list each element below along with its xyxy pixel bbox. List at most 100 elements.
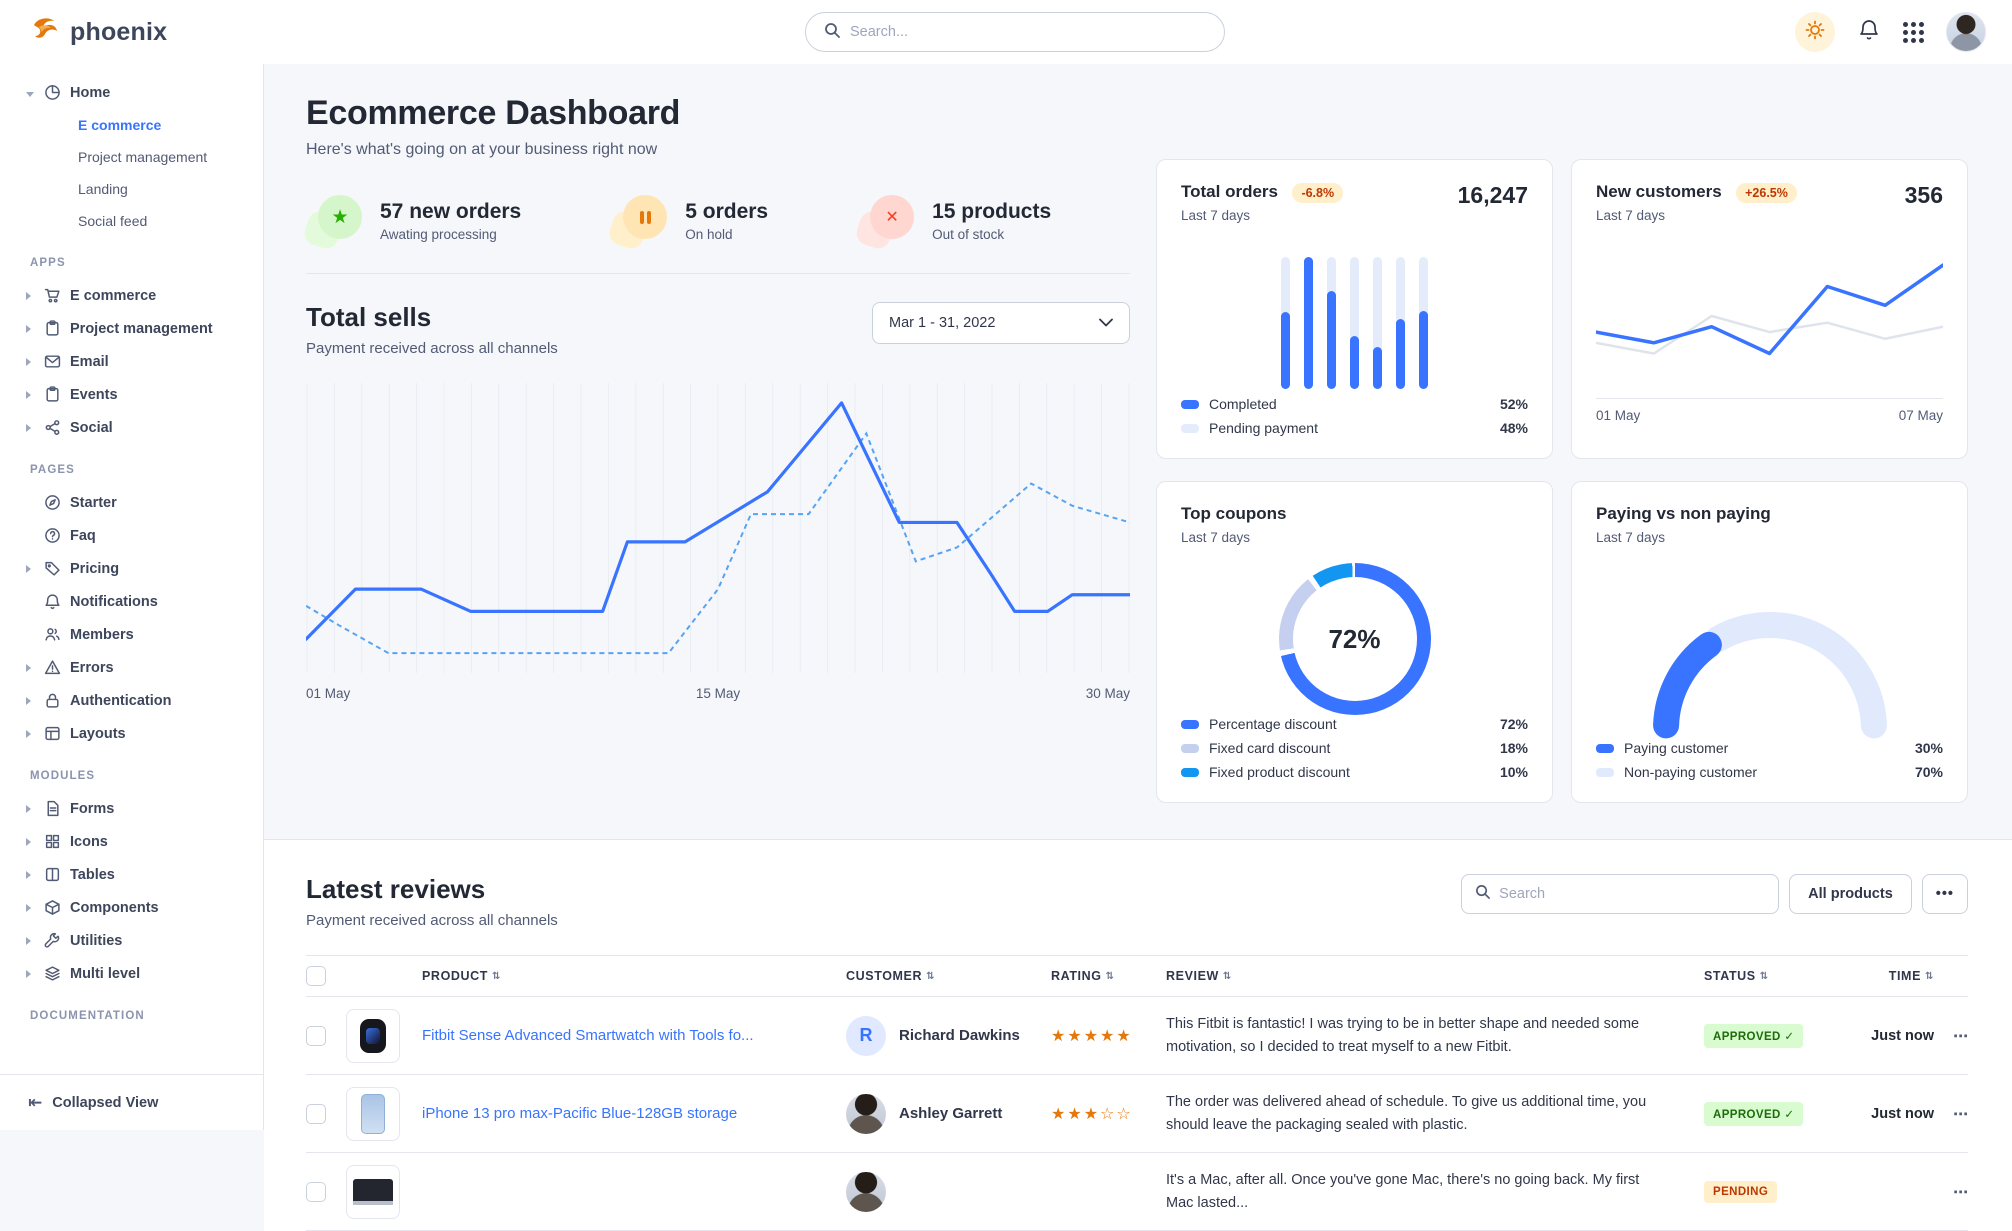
sidebar-item-tables[interactable]: Tables xyxy=(26,858,245,891)
column-header-product[interactable]: PRODUCT⇅ xyxy=(422,969,846,983)
customer-name: Richard Dawkins xyxy=(899,1027,1020,1044)
sidebar-item-project-management[interactable]: Project management xyxy=(26,312,245,345)
x-tick: 01 May xyxy=(1596,408,1640,423)
sidebar-item-e-commerce[interactable]: E commerce xyxy=(26,109,245,141)
review-text: This Fitbit is fantastic! I was trying t… xyxy=(1166,1013,1704,1058)
row-checkbox[interactable] xyxy=(306,1026,326,1046)
sidebar-item-utilities[interactable]: Utilities xyxy=(26,924,245,957)
caret-right-icon xyxy=(26,288,34,304)
review-row: Fitbit Sense Advanced Smartwatch with To… xyxy=(306,997,1968,1075)
mail-icon xyxy=(43,353,61,371)
reviews-search-input[interactable] xyxy=(1499,886,1765,902)
search-input[interactable] xyxy=(850,24,1206,40)
product-link[interactable]: iPhone 13 pro max-Pacific Blue-128GB sto… xyxy=(422,1104,846,1124)
date-range-value: Mar 1 - 31, 2022 xyxy=(889,315,995,331)
column-header-customer[interactable]: CUSTOMER⇅ xyxy=(846,969,1051,983)
pause-icon xyxy=(640,211,651,224)
select-all-checkbox[interactable] xyxy=(306,966,326,986)
column-header-rating[interactable]: RATING⇅ xyxy=(1051,969,1166,983)
rating-stars: ★★★☆☆ xyxy=(1051,1104,1166,1124)
sidebar-item-home[interactable]: Home xyxy=(26,76,245,109)
legend-value: 30% xyxy=(1915,740,1943,756)
reviews-table-body: Fitbit Sense Advanced Smartwatch with To… xyxy=(306,997,1968,1231)
column-header-status[interactable]: STATUS⇅ xyxy=(1704,969,1839,983)
sidebar-item-notifications[interactable]: Notifications xyxy=(26,585,245,618)
sidebar-item-starter[interactable]: Starter xyxy=(26,486,245,519)
legend-label: Non-paying customer xyxy=(1624,764,1757,780)
sidebar-item-pricing[interactable]: Pricing xyxy=(26,552,245,585)
row-more-button[interactable]: ⋯ xyxy=(1934,1027,1968,1045)
sidebar-item-project-management[interactable]: Project management xyxy=(26,141,245,173)
page-subtitle: Here's what's going on at your business … xyxy=(306,141,1968,159)
review-text: It's a Mac, after all. Once you've gone … xyxy=(1166,1169,1704,1214)
card-period: Last 7 days xyxy=(1181,208,1343,223)
x-tick: 07 May xyxy=(1899,408,1943,423)
sidebar-item-e-commerce[interactable]: E commerce xyxy=(26,279,245,312)
x-tick: 15 May xyxy=(696,686,740,701)
sidebar-item-label: Forms xyxy=(70,801,114,817)
top-bar: phoenix xyxy=(0,0,2012,64)
status-badge: APPROVED ✓ xyxy=(1704,1024,1803,1048)
theme-toggle[interactable] xyxy=(1795,12,1835,52)
sidebar-item-layouts[interactable]: Layouts xyxy=(26,717,245,750)
sidebar-item-multi-level[interactable]: Multi level xyxy=(26,957,245,990)
sidebar-item-social-feed[interactable]: Social feed xyxy=(26,205,245,237)
share-icon xyxy=(43,419,61,437)
reviews-more-button[interactable]: ••• xyxy=(1922,874,1968,914)
cart-icon xyxy=(43,287,61,305)
sidebar-item-label: Authentication xyxy=(70,693,172,709)
collapse-label: Collapsed View xyxy=(52,1095,158,1111)
column-header-time[interactable]: TIME⇅ xyxy=(1839,969,1934,983)
donut-center-value: 72% xyxy=(1328,624,1380,655)
sidebar-item-landing[interactable]: Landing xyxy=(26,173,245,205)
reviews-search[interactable] xyxy=(1461,874,1779,914)
stat-sub: Awating processing xyxy=(380,227,521,242)
product-thumbnail[interactable] xyxy=(346,1087,400,1141)
notifications-button[interactable] xyxy=(1857,18,1881,47)
new-customers-card: New customers +26.5% Last 7 days 356 01 … xyxy=(1571,159,1968,459)
user-avatar[interactable] xyxy=(1946,12,1986,52)
row-checkbox[interactable] xyxy=(306,1182,326,1202)
sidebar-item-errors[interactable]: Errors xyxy=(26,651,245,684)
sidebar-item-components[interactable]: Components xyxy=(26,891,245,924)
legend-label: Completed xyxy=(1209,396,1277,412)
sidebar-item-icons[interactable]: Icons xyxy=(26,825,245,858)
sidebar-item-events[interactable]: Events xyxy=(26,378,245,411)
caret-right-icon xyxy=(26,387,34,403)
sidebar-item-email[interactable]: Email xyxy=(26,345,245,378)
row-more-button[interactable]: ⋯ xyxy=(1934,1183,1968,1201)
date-range-select[interactable]: Mar 1 - 31, 2022 xyxy=(872,302,1130,344)
reviews-subtitle: Payment received across all channels xyxy=(306,912,558,929)
sidebar-item-faq[interactable]: Faq xyxy=(26,519,245,552)
sidebar-item-label: Notifications xyxy=(70,594,158,610)
lock-icon xyxy=(43,692,61,710)
sidebar-item-label: Home xyxy=(70,85,110,101)
row-more-button[interactable]: ⋯ xyxy=(1934,1105,1968,1123)
caret-right-icon xyxy=(26,726,34,742)
sidebar-item-authentication[interactable]: Authentication xyxy=(26,684,245,717)
global-search[interactable] xyxy=(805,12,1225,52)
calendar-icon xyxy=(43,386,61,404)
sidebar-item-label: Icons xyxy=(70,834,108,850)
phoenix-logo-icon xyxy=(30,15,60,50)
all-products-button[interactable]: All products xyxy=(1789,874,1912,914)
sidebar-item-social[interactable]: Social xyxy=(26,411,245,444)
sidebar-item-label: Faq xyxy=(70,528,96,544)
row-checkbox[interactable] xyxy=(306,1104,326,1124)
product-thumbnail[interactable] xyxy=(346,1009,400,1063)
sidebar-item-members[interactable]: Members xyxy=(26,618,245,651)
product-thumbnail[interactable] xyxy=(346,1165,400,1219)
sort-icon: ⇅ xyxy=(1106,971,1115,982)
brand[interactable]: phoenix xyxy=(0,15,264,50)
sidebar-item-forms[interactable]: Forms xyxy=(26,792,245,825)
product-link[interactable]: Fitbit Sense Advanced Smartwatch with To… xyxy=(422,1026,846,1046)
apps-grid-button[interactable] xyxy=(1903,22,1924,43)
caret-right-icon xyxy=(26,321,34,337)
collapse-sidebar-button[interactable]: ⇤ Collapsed View xyxy=(0,1074,263,1130)
column-header-review[interactable]: REVIEW⇅ xyxy=(1166,969,1704,983)
card-period: Last 7 days xyxy=(1596,530,1943,545)
